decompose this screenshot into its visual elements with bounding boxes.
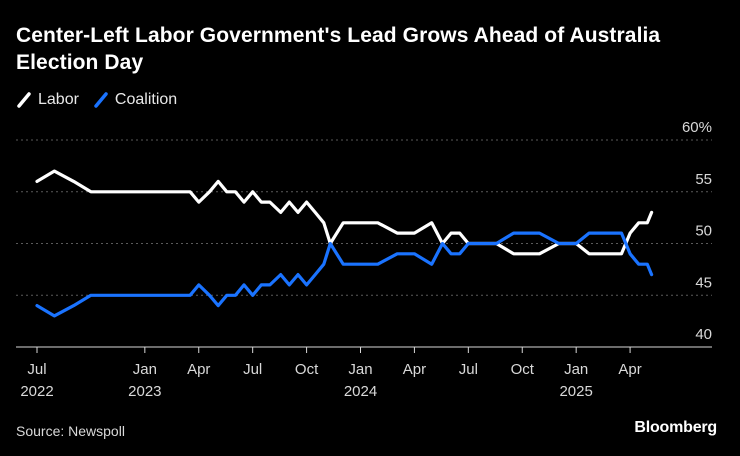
x-tick-label-month-4: Oct bbox=[295, 361, 319, 378]
series-line-coalition bbox=[35, 231, 654, 318]
y-tick-label-50: 50 bbox=[695, 223, 712, 240]
x-tick-label-month-1: Jan bbox=[133, 361, 157, 378]
legend-item-labor: Labor bbox=[16, 91, 79, 109]
series-line-labor bbox=[35, 169, 654, 256]
y-tick-label-55: 55 bbox=[695, 171, 712, 188]
x-tick-label-month-8: Oct bbox=[511, 361, 535, 378]
x-tick-label-month-9: Jan bbox=[564, 361, 588, 378]
x-tick-label-month-3: Jul bbox=[243, 361, 262, 378]
x-tick-label-month-2: Apr bbox=[187, 361, 210, 378]
legend-swatch-coalition bbox=[94, 92, 108, 108]
chart-title: Center-Left Labor Government's Lead Grow… bbox=[16, 24, 661, 74]
legend-label-labor: Labor bbox=[38, 91, 79, 108]
source-note: Source: Newspoll bbox=[16, 423, 125, 439]
x-tick-label-month-6: Apr bbox=[403, 361, 426, 378]
x-tick-label-year-0: 2022 bbox=[20, 383, 53, 400]
x-tick-label-year-5: 2024 bbox=[344, 383, 377, 400]
x-tick-label-month-7: Jul bbox=[459, 361, 478, 378]
x-tick-label-month-0: Jul bbox=[27, 361, 46, 378]
legend-item-coalition: Coalition bbox=[93, 91, 177, 109]
x-tick-label-year-1: 2023 bbox=[128, 383, 161, 400]
y-tick-label-60: 60% bbox=[682, 119, 712, 136]
brand-logo: Bloomberg bbox=[634, 419, 717, 436]
y-tick-label-40: 40 bbox=[695, 326, 712, 343]
chart-legend: Labor Coalition bbox=[16, 90, 191, 110]
x-tick-label-month-5: Jan bbox=[348, 361, 372, 378]
legend-swatch-labor bbox=[17, 92, 31, 108]
y-tick-label-45: 45 bbox=[695, 274, 712, 291]
x-tick-label-year-9: 2025 bbox=[559, 383, 592, 400]
legend-label-coalition: Coalition bbox=[114, 91, 178, 108]
x-tick-label-month-10: Apr bbox=[618, 361, 641, 378]
